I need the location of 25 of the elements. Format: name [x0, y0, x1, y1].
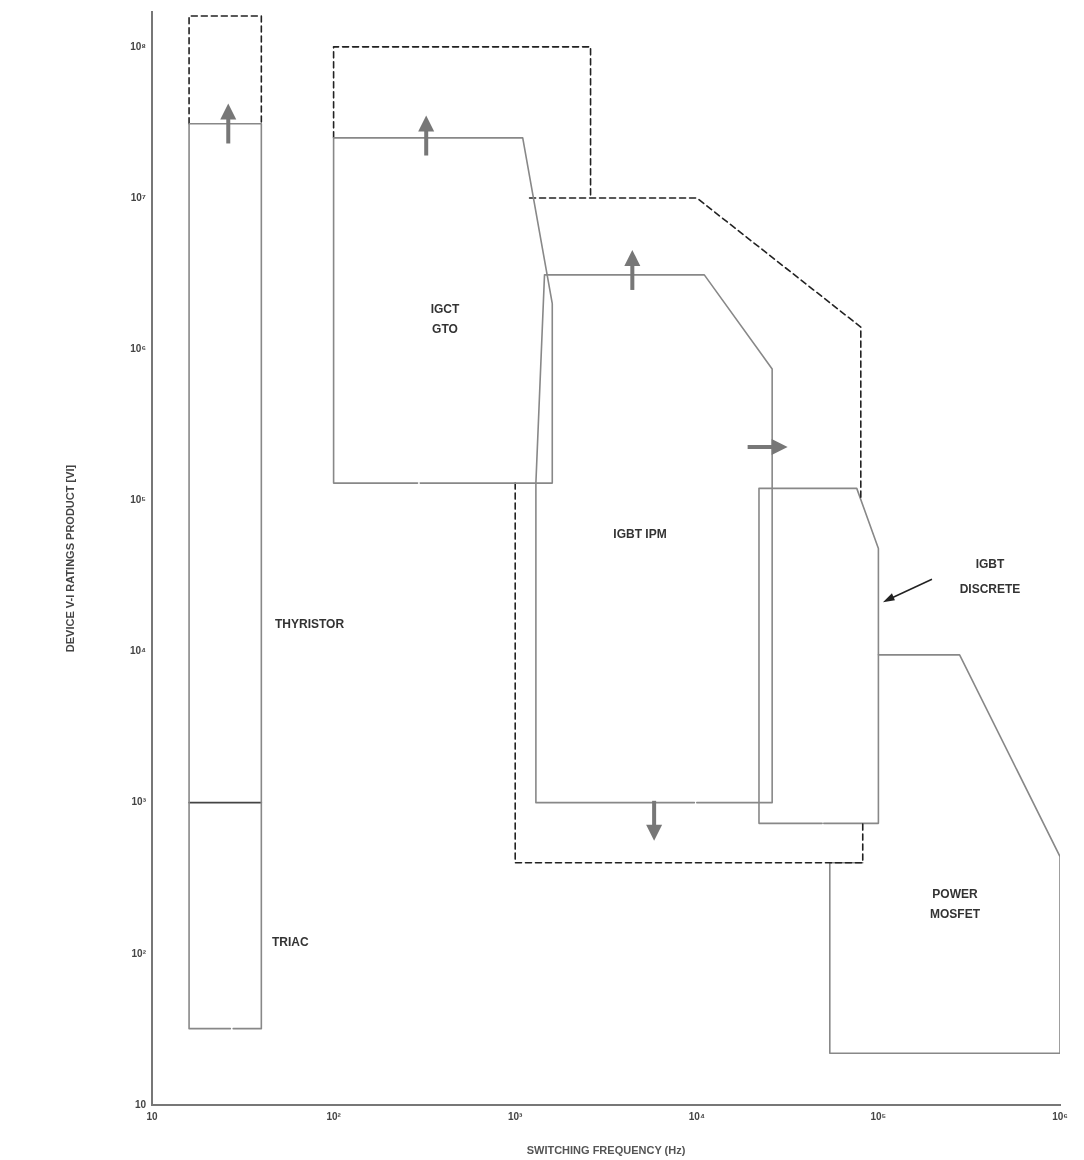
- annotation: DISCRETE: [959, 582, 1021, 597]
- x-tick-label: 10³: [507, 1110, 524, 1122]
- y-tick-label: 10³: [131, 796, 147, 808]
- y-tick-label: 10⁵: [130, 494, 147, 506]
- x-tick-label: 10⁶: [1052, 1110, 1068, 1122]
- x-tick-label: 10²: [326, 1110, 342, 1122]
- y-tick-label: 10⁴: [129, 645, 147, 657]
- x-tick-label: 10: [146, 1110, 158, 1122]
- y-tick-label: 10⁷: [130, 191, 146, 203]
- y-tick-label: 10⁶: [130, 342, 146, 354]
- x-axis-title: SWITCHING FREQUENCY (Hz): [526, 1144, 686, 1157]
- annotation: IGBT: [975, 557, 1005, 572]
- annotation: MOSFET: [930, 907, 981, 922]
- y-tick-label: 10⁸: [130, 40, 147, 52]
- x-tick-label: 10⁴: [688, 1110, 705, 1122]
- y-tick-label: 10: [134, 1098, 147, 1110]
- annotation: POWER: [932, 887, 978, 902]
- annotation: TRIAC: [272, 935, 309, 950]
- annotation: IGBT IPM: [613, 527, 667, 542]
- y-axis-title: DEVICE V-I RATINGS PRODUCT [VI]: [63, 464, 76, 653]
- x-tick-label: 10⁵: [870, 1110, 887, 1122]
- annotation: IGCT: [430, 302, 460, 317]
- annotation: THYRISTOR: [275, 617, 345, 632]
- y-tick-label: 10²: [131, 947, 147, 959]
- annotation: GTO: [432, 322, 458, 337]
